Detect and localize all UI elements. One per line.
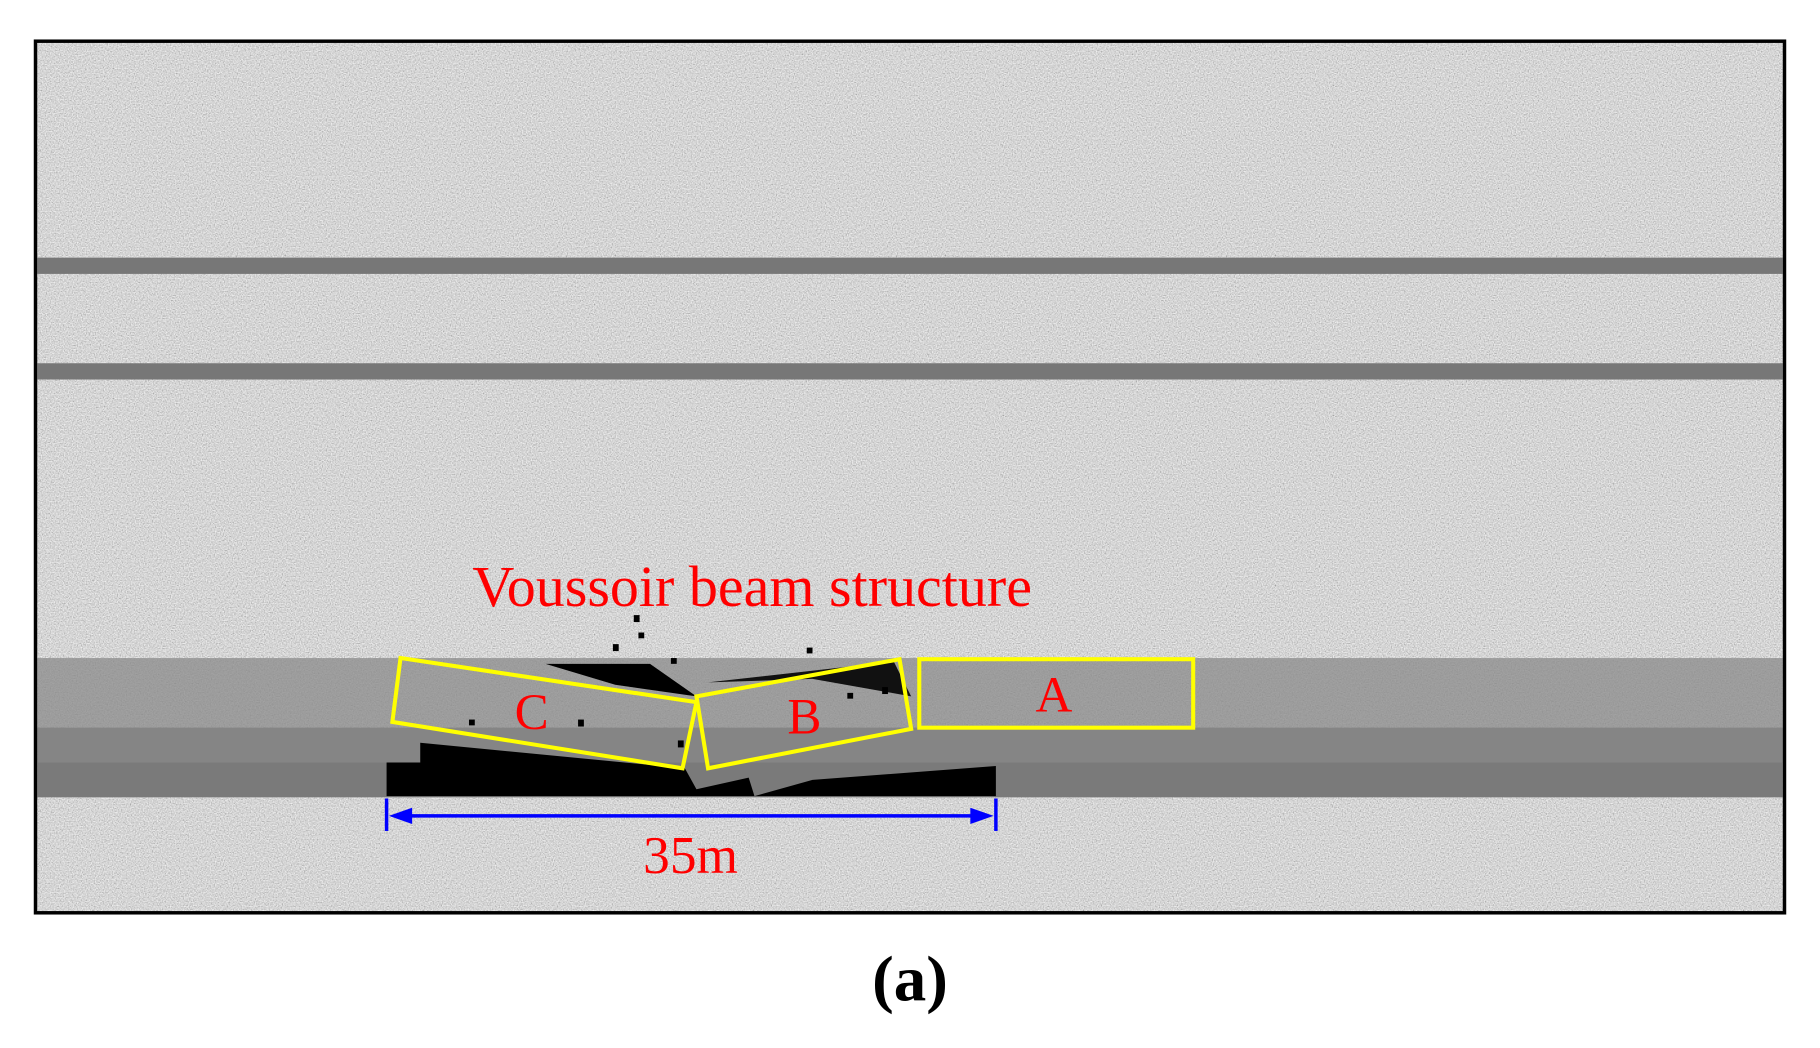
weak-layer	[37, 363, 1783, 380]
goaf	[386, 742, 755, 797]
weak-layer	[37, 257, 1783, 274]
panel-label: (a)	[872, 943, 948, 1015]
annotation: Voussoir beam structure	[472, 554, 1032, 619]
block-outlines	[390, 655, 1196, 771]
separation	[708, 661, 912, 697]
frame	[33, 39, 1787, 915]
fragments	[468, 615, 888, 795]
block-label: A	[1035, 666, 1072, 723]
block-b	[694, 656, 914, 771]
block-label: B	[787, 688, 821, 745]
block-a	[917, 657, 1196, 730]
block-label: C	[515, 684, 549, 741]
separation	[545, 663, 697, 697]
model-area	[37, 42, 1783, 912]
block-c	[390, 655, 699, 771]
goaf	[754, 765, 996, 797]
coal-seam-upper	[37, 727, 1783, 763]
span-label: 35m	[643, 825, 738, 885]
span-dimension	[384, 798, 998, 831]
